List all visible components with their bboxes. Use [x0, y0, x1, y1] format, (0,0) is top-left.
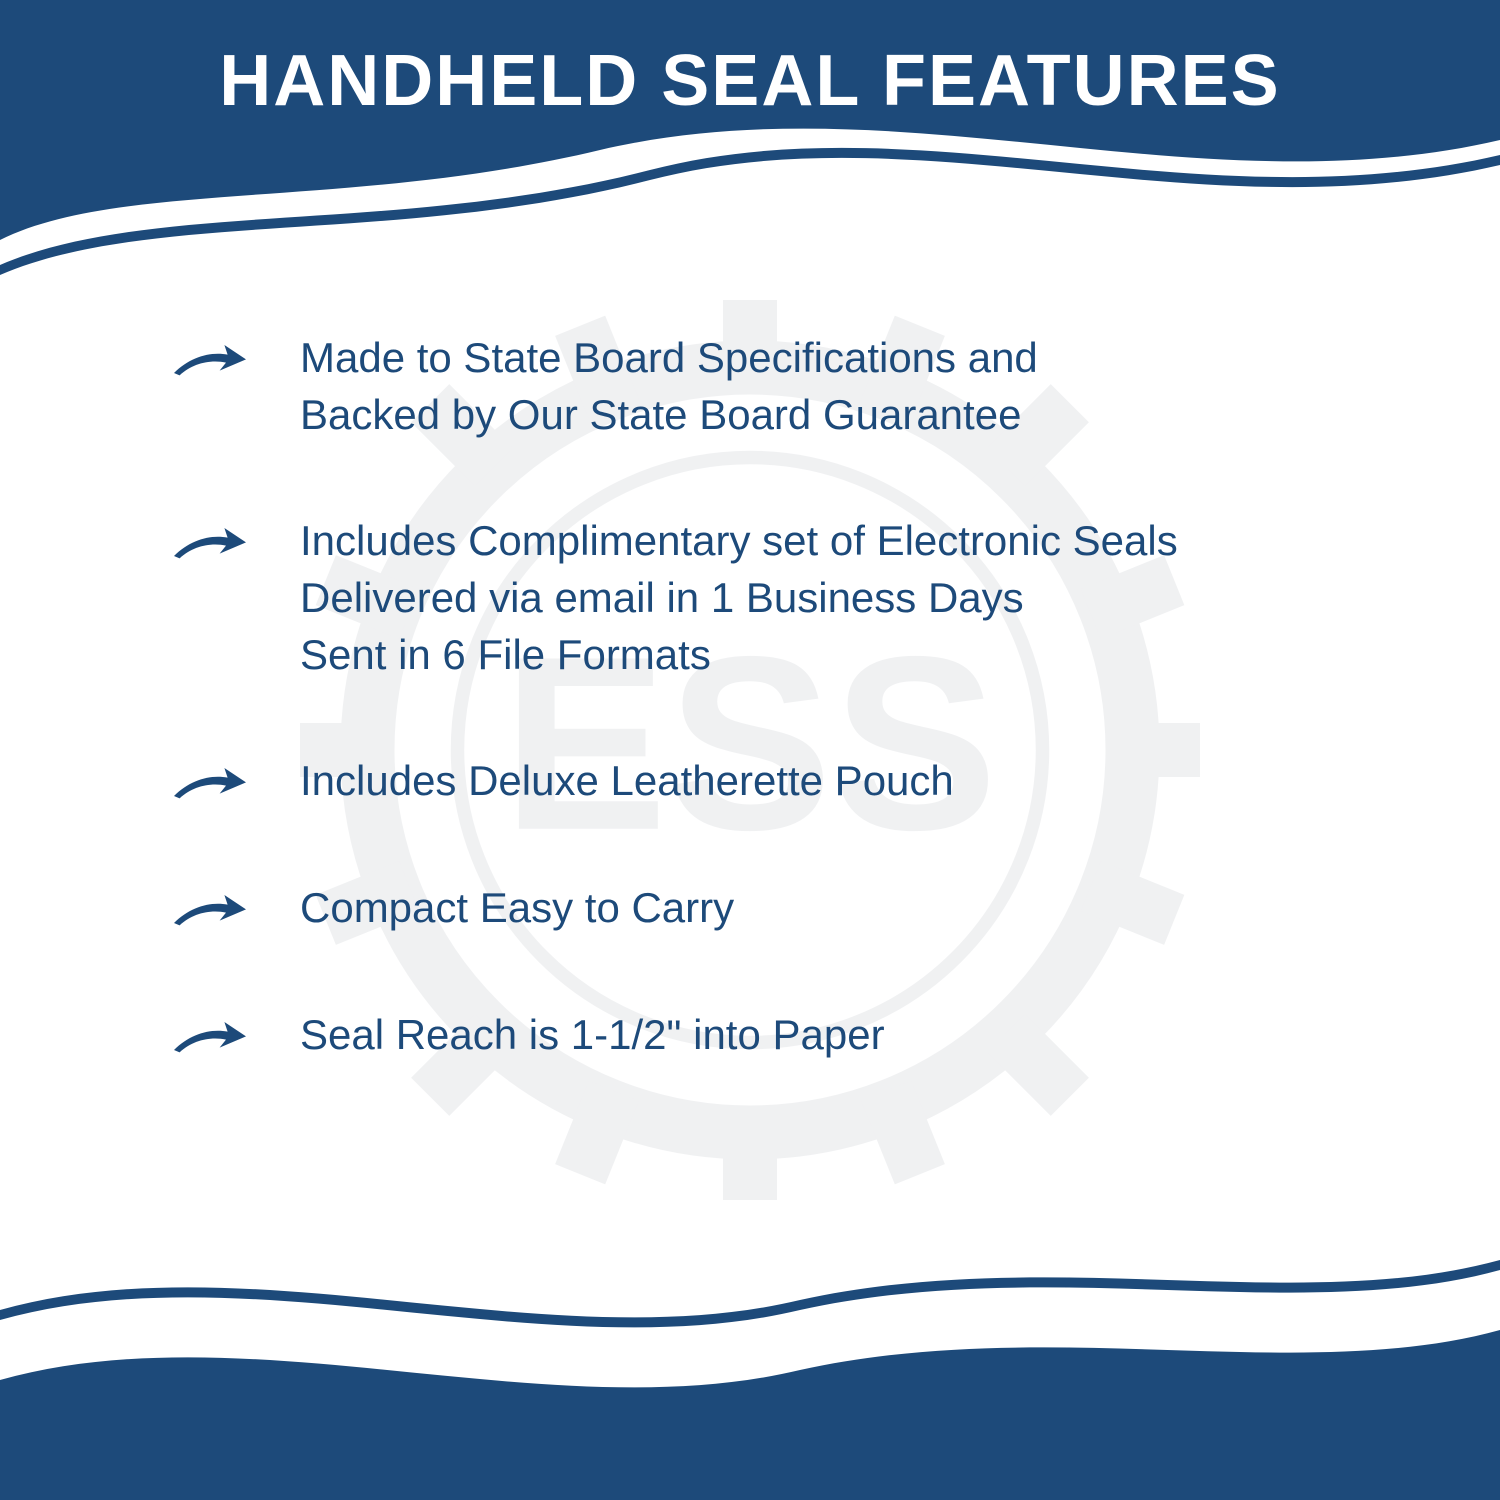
arrow-icon: [170, 886, 250, 936]
arrow-icon: [170, 759, 250, 809]
feature-text: Seal Reach is 1-1/2" into Paper: [300, 1007, 885, 1064]
feature-item: Includes Deluxe Leatherette Pouch: [170, 753, 1400, 810]
feature-item: Compact Easy to Carry: [170, 880, 1400, 937]
feature-text: Compact Easy to Carry: [300, 880, 734, 937]
features-list: Made to State Board Specifications and B…: [0, 280, 1500, 1064]
arrow-icon: [170, 1013, 250, 1063]
feature-text: Includes Deluxe Leatherette Pouch: [300, 753, 954, 810]
header-band: HANDHELD SEAL FEATURES: [0, 0, 1500, 280]
arrow-icon: [170, 336, 250, 386]
feature-text: Includes Complimentary set of Electronic…: [300, 513, 1178, 683]
feature-item: Seal Reach is 1-1/2" into Paper: [170, 1007, 1400, 1064]
feature-item: Includes Complimentary set of Electronic…: [170, 513, 1400, 683]
page-title: HANDHELD SEAL FEATURES: [0, 40, 1500, 122]
footer-band: [0, 1220, 1500, 1500]
feature-text: Made to State Board Specifications and B…: [300, 330, 1038, 443]
feature-item: Made to State Board Specifications and B…: [170, 330, 1400, 443]
arrow-icon: [170, 519, 250, 569]
footer-wave-bg: [0, 1220, 1500, 1500]
